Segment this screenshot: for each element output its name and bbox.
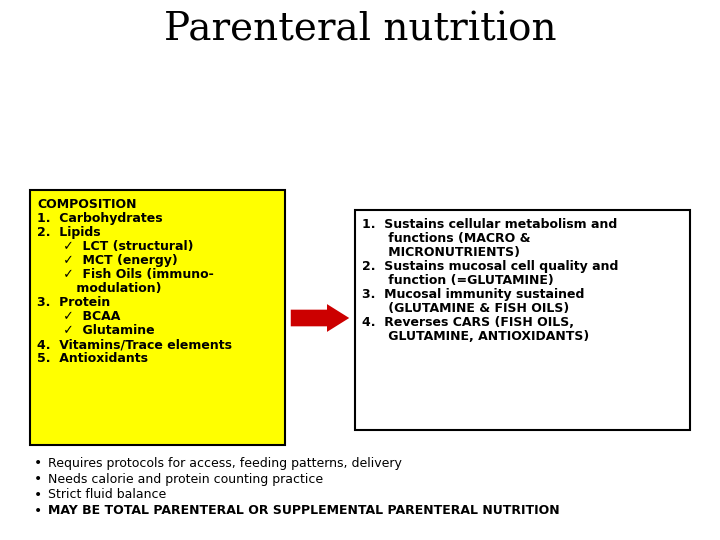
Text: Needs calorie and protein counting practice: Needs calorie and protein counting pract… [48,472,323,485]
Text: ✓  Glutamine: ✓ Glutamine [37,324,155,337]
Text: functions (MACRO &: functions (MACRO & [362,232,531,245]
Text: Requires protocols for access, feeding patterns, delivery: Requires protocols for access, feeding p… [48,456,402,469]
Text: Strict fluid balance: Strict fluid balance [48,489,166,502]
Text: 5.  Antioxidants: 5. Antioxidants [37,352,148,365]
Text: ✓  Fish Oils (immuno-: ✓ Fish Oils (immuno- [37,268,214,281]
Text: GLUTAMINE, ANTIOXIDANTS): GLUTAMINE, ANTIOXIDANTS) [362,330,589,343]
Text: Parenteral nutrition: Parenteral nutrition [163,11,557,49]
Text: MICRONUTRIENTS): MICRONUTRIENTS) [362,246,520,259]
Text: ✓  BCAA: ✓ BCAA [37,310,120,323]
Text: •: • [34,504,42,518]
FancyArrowPatch shape [291,304,349,332]
Text: COMPOSITION: COMPOSITION [37,198,137,211]
Text: •: • [34,488,42,502]
Text: •: • [34,456,42,470]
Text: 4.  Vitamins/Trace elements: 4. Vitamins/Trace elements [37,338,232,351]
Text: 2.  Lipids: 2. Lipids [37,226,101,239]
Bar [355,210,690,430]
Text: ✓  LCT (structural): ✓ LCT (structural) [37,240,194,253]
Text: 1.  Sustains cellular metabolism and: 1. Sustains cellular metabolism and [362,218,617,231]
Text: ✓  MCT (energy): ✓ MCT (energy) [37,254,178,267]
Bar [30,190,285,445]
Text: 2.  Sustains mucosal cell quality and: 2. Sustains mucosal cell quality and [362,260,618,273]
Text: modulation): modulation) [37,282,161,295]
Text: 3.  Mucosal immunity sustained: 3. Mucosal immunity sustained [362,288,585,301]
Text: •: • [34,472,42,486]
Text: 3.  Protein: 3. Protein [37,296,110,309]
Text: MAY BE TOTAL PARENTERAL OR SUPPLEMENTAL PARENTERAL NUTRITION: MAY BE TOTAL PARENTERAL OR SUPPLEMENTAL … [48,504,559,517]
Text: 1.  Carbohydrates: 1. Carbohydrates [37,212,163,225]
Text: 4.  Reverses CARS (FISH OILS,: 4. Reverses CARS (FISH OILS, [362,316,574,329]
Text: (GLUTAMINE & FISH OILS): (GLUTAMINE & FISH OILS) [362,302,570,315]
Text: function (=GLUTAMINE): function (=GLUTAMINE) [362,274,554,287]
